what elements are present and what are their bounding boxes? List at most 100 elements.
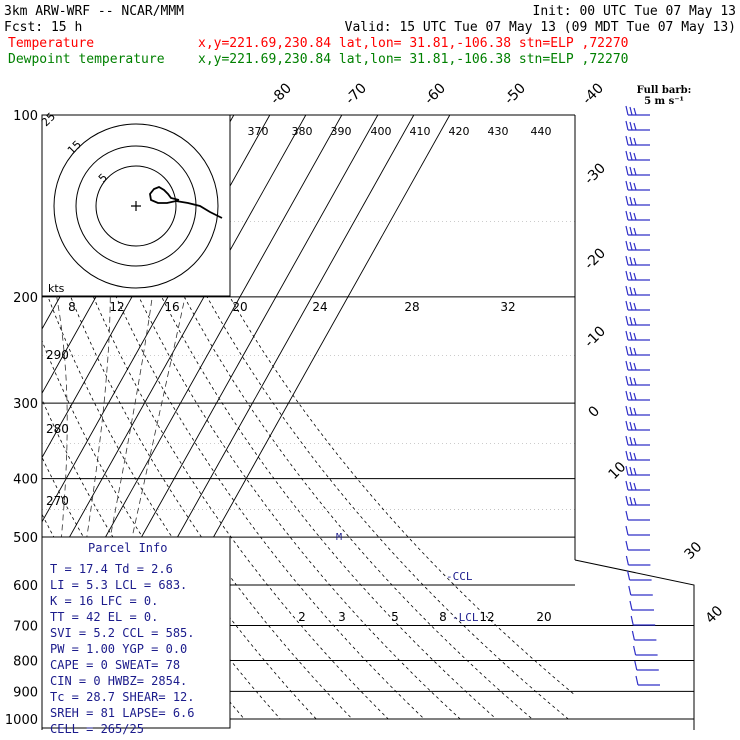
- wind-barb: [627, 570, 652, 581]
- mixing-ratio-label: 3: [338, 610, 346, 624]
- wind-barb: [625, 135, 650, 146]
- theta-label: 290: [46, 348, 69, 362]
- temperature-location: x,y=221.69,230.84 lat,lon= 31.81,-106.38…: [198, 36, 628, 51]
- theta-e-label: 380: [292, 125, 313, 138]
- theta-e-label: 430: [488, 125, 509, 138]
- dry-adiabat-line: [42, 279, 317, 720]
- hodograph: 5 15 25 kts: [39, 110, 231, 297]
- parcel-info-row: SVI = 5.2 CCL = 585.: [50, 626, 195, 640]
- wind-barb: [625, 150, 650, 161]
- hodograph-origin-cross: [131, 201, 141, 211]
- wind-barb: [625, 495, 650, 506]
- wind-barb: [625, 375, 650, 386]
- parcel-info-row: T = 17.4 Td = 2.6: [50, 562, 173, 576]
- isotherm-tick-label: 10: [606, 459, 630, 483]
- secondary-axis-label: 24: [312, 300, 327, 314]
- wind-barb: [625, 180, 650, 191]
- secondary-axis-label: 28: [404, 300, 419, 314]
- secondary-axis-label: 32: [500, 300, 515, 314]
- dewpoint-location: x,y=221.69,230.84 lat,lon= 31.81,-106.38…: [198, 52, 628, 67]
- isotherm-tick-label: 40: [703, 603, 727, 627]
- wind-barb: [625, 315, 650, 326]
- secondary-axis-label: 8: [68, 300, 76, 314]
- wind-barb: [625, 510, 650, 521]
- isotherm-tick-label: 30: [682, 539, 706, 563]
- temperature-legend: Temperature: [8, 36, 94, 51]
- wind-barb: [625, 345, 650, 356]
- parcel-info-row: Tc = 28.7 SHEAR= 12.: [50, 690, 195, 704]
- wind-barb: [625, 450, 650, 461]
- pressure-tick-label: 1000: [5, 713, 38, 728]
- isotherm-tick-label: 0: [586, 403, 604, 421]
- dry-adiabat-line: [143, 115, 575, 696]
- theta-label: 270: [46, 494, 69, 508]
- wind-barb: [625, 240, 650, 251]
- wind-barb: [625, 540, 650, 551]
- wind-barb: [625, 525, 650, 536]
- dry-adiabat-line: [87, 115, 497, 720]
- wind-barb: [625, 105, 650, 116]
- pressure-tick-label: 700: [13, 619, 38, 634]
- wind-barb: [625, 360, 650, 371]
- forecast-hour: Fcst: 15 h: [4, 20, 82, 35]
- pressure-tick-label: 400: [13, 473, 38, 488]
- isotherm-tick-label: -50: [502, 80, 529, 107]
- theta-e-label: 420: [449, 125, 470, 138]
- wind-barb: [625, 120, 650, 131]
- ccl-marker: -CCL: [446, 570, 473, 583]
- wind-barb: [625, 210, 650, 221]
- wind-barb: [633, 645, 658, 656]
- dry-adiabat-line: [68, 115, 461, 720]
- barb-axis-boundary: [574, 559, 695, 730]
- wind-barb: [625, 330, 650, 341]
- hodograph-trace: [149, 185, 223, 219]
- pressure-tick-label: 300: [13, 397, 38, 412]
- wind-barb: [625, 390, 650, 401]
- wind-barb: [625, 165, 650, 176]
- wind-barb: [625, 465, 650, 476]
- dry-adiabat-line: [42, 151, 389, 720]
- hodograph-ring-outer: [53, 123, 219, 289]
- isotherm-tick-label: -40: [580, 80, 607, 107]
- model-title: 3km ARW-WRF -- NCAR/MMM: [4, 4, 184, 19]
- isotherm-line: [42, 115, 307, 588]
- parcel-info-row: SREH = 81 LAPSE= 6.6: [50, 706, 195, 720]
- wind-barb: [625, 555, 651, 566]
- secondary-axis-label: 16: [164, 300, 179, 314]
- parcel-info-row: CIN = 0 HWBZ= 2854.: [50, 674, 187, 688]
- mixing-ratio-label: 8: [439, 610, 447, 624]
- lcl-marker: -LCL: [452, 611, 479, 624]
- isotherm-tick-label: -30: [582, 160, 609, 187]
- wind-barb: [625, 225, 650, 236]
- isotherm-tick-label: -20: [582, 245, 609, 272]
- wind-barb: [625, 480, 650, 491]
- wind-barb: [625, 285, 650, 296]
- pressure-tick-label: 500: [13, 531, 38, 546]
- wind-barb: [628, 585, 653, 596]
- theta-e-label: 370: [248, 125, 269, 138]
- theta-e-label: 400: [371, 125, 392, 138]
- wind-barb: [634, 660, 659, 671]
- wind-barb: [629, 600, 654, 611]
- dry-adiabat-line: [124, 115, 569, 720]
- theta-e-label: 390: [331, 125, 352, 138]
- wind-barb: [625, 300, 650, 311]
- parcel-info-row: CAPE = 0 SWEAT= 78: [50, 658, 180, 672]
- isotherm-tick-label: -80: [268, 80, 295, 107]
- pressure-tick-label: 100: [13, 109, 38, 124]
- pressure-tick-label: 900: [13, 685, 38, 700]
- parcel-info-title: Parcel Info: [88, 541, 167, 555]
- barb-legend-value: 5 m s⁻¹: [644, 96, 684, 107]
- wind-barb: [625, 435, 650, 446]
- isotherm-tick-label: -60: [422, 80, 449, 107]
- parcel-info-row: TT = 42 EL = 0.: [50, 610, 158, 624]
- dewpoint-legend: Dewpoint temperature: [8, 52, 165, 67]
- theta-label: 280: [46, 422, 69, 436]
- hodograph-units: kts: [48, 282, 65, 295]
- parcel-info-row: K = 16 LFC = 0.: [50, 594, 158, 608]
- theta-e-label: 440: [531, 125, 552, 138]
- valid-time: Valid: 15 UTC Tue 07 May 13 (09 MDT Tue …: [345, 20, 736, 35]
- wind-barb: [625, 270, 650, 281]
